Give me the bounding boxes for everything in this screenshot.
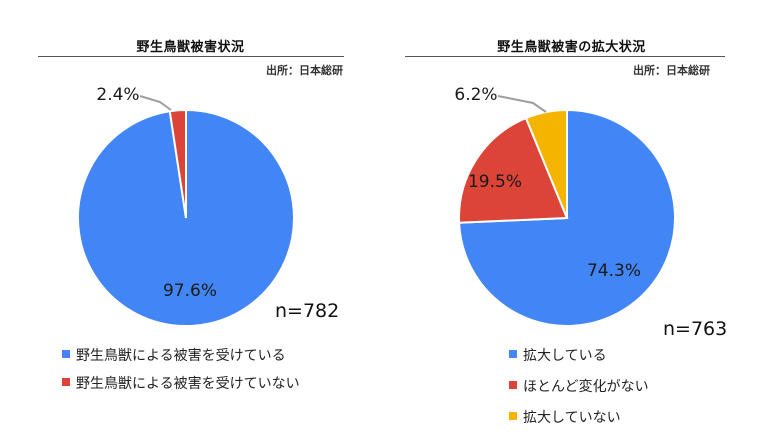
chart-source: 出所：日本総研 [633,64,710,77]
pie-slice [524,108,568,219]
legend-swatch [62,350,70,358]
chart-source: 出所：日本総研 [266,64,343,77]
legend-label: 野生鳥獣による被害を受けている [76,348,286,364]
pie-slice [168,108,187,219]
legend-item: 野生鳥獣による被害を受けている [62,345,286,365]
slice-data-label: 97.6% [163,281,217,301]
legend-item: 野生鳥獣による被害を受けていない [62,373,300,393]
legend-item: 拡大している [509,345,607,365]
title-divider [38,56,344,57]
label-leader-line [139,95,172,111]
legend-label: 拡大していない [523,410,621,426]
legend-swatch [62,378,70,386]
slice-data-label: 2.4% [96,85,139,105]
legend-swatch [509,412,517,420]
sample-size-label: n=763 [663,318,728,340]
legend-swatch [509,350,517,358]
chart-title: 野生鳥獣被害の拡大状況 [497,40,646,55]
chart-title: 野生鳥獣被害状況 [136,40,245,55]
legend-label: 拡大している [523,348,607,364]
slice-data-label: 74.3% [587,261,641,281]
slice-data-label: 6.2% [454,85,497,105]
slice-data-label: 19.5% [468,172,522,192]
pie-chart: 97.6% 2.4% [77,85,295,327]
legend-label: ほとんど変化がない [523,379,649,395]
sample-size-label: n=782 [275,300,340,322]
legend-label: 野生鳥獣による被害を受けていない [76,376,300,392]
pie-slice [77,108,295,327]
pie-chart: 74.3% 19.5% 6.2% [454,85,676,327]
legend-swatch [509,381,517,389]
legend-item: 拡大していない [509,407,621,427]
title-divider [405,56,725,57]
label-leader-line [497,95,547,113]
pie-slice [458,116,569,224]
chart-panel-damage-status: 野生鳥獣被害状況 出所：日本総研 97.6% 2.4% n=782 野生鳥獣による… [38,40,344,393]
chart-panel-damage-expansion: 野生鳥獣被害の拡大状況 出所：日本総研 74.3% 19.5% 6.2% n=763… [381,0,762,447]
legend-item: ほとんど変化がない [509,376,649,396]
